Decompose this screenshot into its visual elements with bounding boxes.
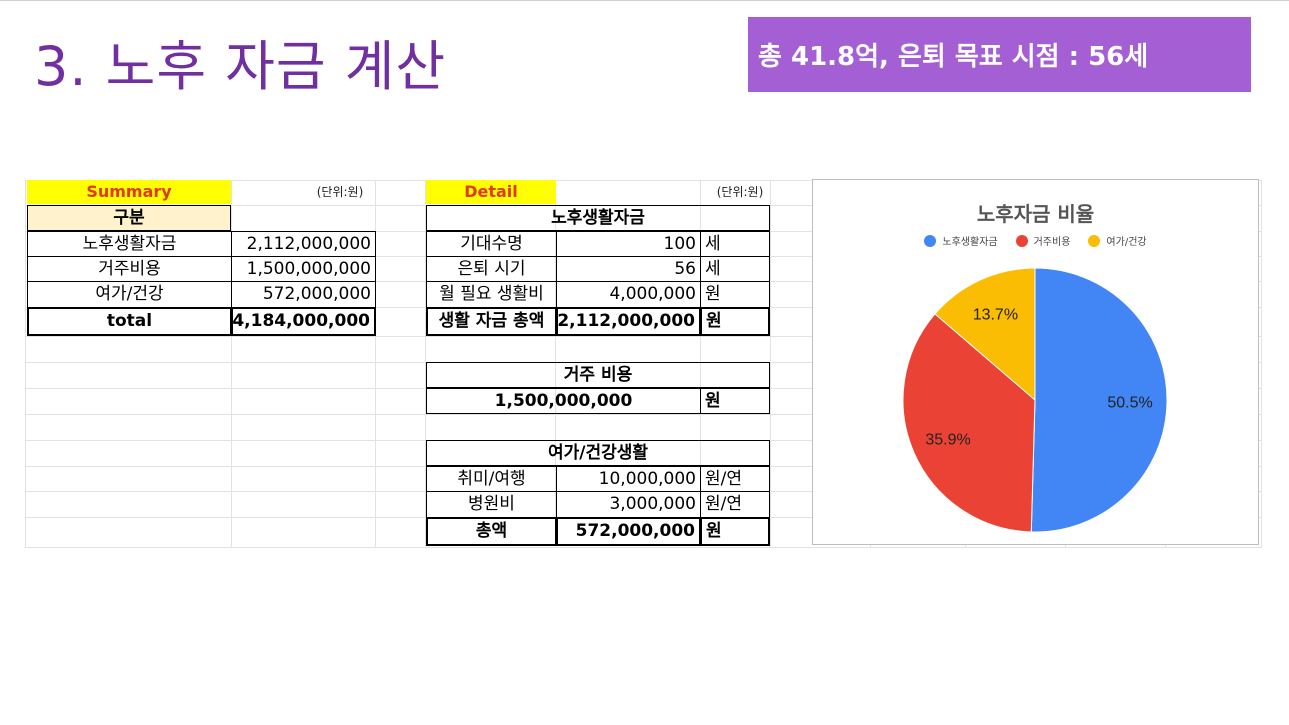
legend-dot-icon — [924, 234, 937, 247]
pie-chart[interactable]: 노후자금 비율 노후생활자금 거주비용 여가/건강 50.5% 35.9% 13.7… — [812, 179, 1259, 545]
summary-row-label[interactable]: 노후생활자금 — [27, 231, 232, 257]
leisure-total-value[interactable]: 572,000,000 — [556, 517, 701, 546]
summary-row-value[interactable]: 2,112,000,000 — [231, 231, 376, 257]
living-total-label[interactable]: 생활 자금 총액 — [426, 307, 557, 336]
detail-header[interactable]: Detail — [426, 180, 556, 204]
leisure-row-unit[interactable]: 원/연 — [700, 491, 770, 518]
living-row-label[interactable]: 월 필요 생활비 — [426, 281, 557, 308]
grid-line — [375, 180, 376, 548]
summary-row-value[interactable]: 1,500,000,000 — [231, 256, 376, 282]
leisure-row-label[interactable]: 병원비 — [426, 491, 557, 518]
legend-item: 노후생활자금 — [924, 233, 998, 248]
slide-title: 3. 노후 자금 계산 — [34, 35, 447, 98]
living-row-value[interactable]: 56 — [556, 256, 701, 282]
summary-unit-label[interactable]: (단위:원) — [316, 185, 364, 199]
summary-category-header[interactable]: 구분 — [27, 205, 231, 231]
pie-data-label: 13.7% — [973, 307, 1018, 324]
living-fund-title[interactable]: 노후생활자금 — [426, 205, 770, 231]
legend-dot-icon — [1088, 234, 1101, 247]
living-total-value[interactable]: 2,112,000,000 — [556, 307, 701, 336]
grid-line — [231, 180, 232, 548]
living-row-unit[interactable]: 원 — [700, 281, 770, 308]
pie-data-label: 35.9% — [925, 431, 970, 448]
grid-line — [25, 414, 1262, 415]
grid-line — [25, 547, 1262, 548]
top-divider — [0, 0, 1289, 1]
living-row-unit[interactable]: 세 — [700, 256, 770, 282]
detail-unit-label[interactable]: (단위:원) — [716, 185, 764, 199]
pie-svg: 50.5% 35.9% 13.7% — [902, 267, 1168, 533]
housing-unit[interactable]: 원 — [700, 388, 770, 414]
leisure-total-unit[interactable]: 원 — [700, 517, 770, 546]
leisure-total-label[interactable]: 총액 — [426, 517, 557, 546]
summary-total-value[interactable]: 4,184,000,000 — [231, 307, 376, 336]
summary-row-label[interactable]: 거주비용 — [27, 256, 232, 282]
legend-label: 노후생활자금 — [942, 237, 998, 248]
pie-slice[interactable] — [902, 313, 1036, 533]
living-total-unit[interactable]: 원 — [700, 307, 770, 336]
grid-line — [555, 180, 556, 548]
housing-title[interactable]: 거주 비용 — [426, 362, 770, 388]
living-row-label[interactable]: 은퇴 시기 — [426, 256, 557, 282]
living-row-unit[interactable]: 세 — [700, 231, 770, 257]
summary-row-value[interactable]: 572,000,000 — [231, 281, 376, 308]
grid-line — [1261, 180, 1262, 548]
pie-slice[interactable] — [934, 267, 1036, 402]
grid-line — [770, 180, 771, 548]
grid-line — [700, 180, 701, 548]
leisure-row-label[interactable]: 취미/여행 — [426, 466, 557, 492]
leisure-row-value[interactable]: 10,000,000 — [556, 466, 701, 492]
pie-data-label: 50.5% — [1107, 394, 1152, 411]
summary-row-label[interactable]: 여가/건강 — [27, 281, 232, 308]
chart-title: 노후자금 비율 — [976, 202, 1095, 226]
leisure-title[interactable]: 여가/건강생활 — [426, 440, 770, 466]
leisure-row-unit[interactable]: 원/연 — [700, 466, 770, 492]
chart-legend: 노후생활자금 거주비용 여가/건강 — [813, 233, 1258, 248]
grid-line — [25, 336, 1262, 337]
legend-item: 여가/건강 — [1088, 233, 1147, 248]
summary-banner: 총 41.8억, 은퇴 목표 시점 : 56세 — [748, 17, 1251, 92]
legend-label: 거주비용 — [1033, 237, 1071, 248]
legend-label: 여가/건강 — [1106, 237, 1147, 248]
housing-value[interactable]: 1,500,000,000 — [426, 388, 701, 414]
leisure-row-value[interactable]: 3,000,000 — [556, 491, 701, 518]
summary-header[interactable]: Summary — [27, 180, 231, 204]
living-row-value[interactable]: 100 — [556, 231, 701, 257]
grid-line — [25, 180, 26, 548]
summary-total-label[interactable]: total — [27, 307, 232, 336]
legend-dot-icon — [1015, 234, 1028, 247]
grid-line — [25, 180, 1262, 181]
grid-line — [425, 180, 426, 548]
living-row-label[interactable]: 기대수명 — [426, 231, 557, 257]
pie-slice[interactable] — [1030, 267, 1168, 533]
living-row-value[interactable]: 4,000,000 — [556, 281, 701, 308]
legend-item: 거주비용 — [1015, 233, 1071, 248]
